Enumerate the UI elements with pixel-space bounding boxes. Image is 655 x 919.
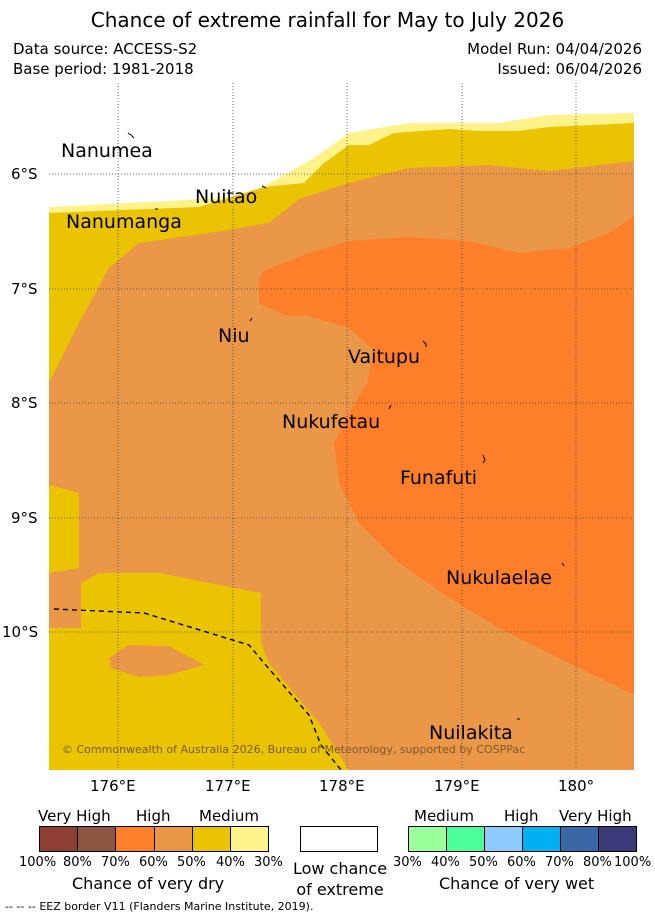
eez-footer-note: -- -- -- EEZ border V11 (Flanders Marine… (5, 900, 313, 913)
dry-swatch-50-40 (192, 827, 231, 851)
wet-colorbar (408, 826, 637, 852)
eez-dash-sample: -- -- -- (5, 900, 36, 913)
lat-label-8s: 8°S (11, 394, 38, 412)
wet-level-high: High (504, 807, 539, 825)
lon-label-176e: 176°E (90, 777, 136, 795)
dry-tick-100: 100% (19, 855, 57, 870)
wet-tick-80: 80% (583, 855, 612, 870)
dry-tick-40: 40% (216, 855, 245, 870)
dry-swatch-80-70 (78, 827, 117, 851)
high-dry-orange-region (259, 216, 634, 695)
island-shapes (127, 132, 565, 720)
wet-tick-50: 50% (469, 855, 498, 870)
wet-tick-70: 70% (545, 855, 574, 870)
high-dry-patch (109, 645, 204, 677)
dry-tick-60: 60% (139, 855, 168, 870)
dry-level-very-high: Very High (38, 807, 111, 825)
dry-swatch-70-60 (116, 827, 155, 851)
wet-level-medium: Medium (414, 807, 474, 825)
low-chance-swatch (300, 826, 378, 852)
wet-tick-60: 60% (507, 855, 536, 870)
dry-tick-30: 30% (254, 855, 283, 870)
copyright-notice: © Commonwealth of Australia 2026, Bureau… (62, 743, 526, 756)
lat-label-10s: 10°S (2, 623, 39, 641)
wet-level-very-high: Very High (559, 807, 632, 825)
low-chance-label-2: of extreme (296, 880, 384, 899)
lon-label-180: 180° (558, 777, 595, 795)
island-label-nuilakita: Nuilakita (429, 722, 513, 744)
dry-legend-label: Chance of very dry (72, 874, 225, 893)
dry-tick-70: 70% (101, 855, 130, 870)
map-title: Chance of extreme rainfall for May to Ju… (90, 8, 565, 32)
lat-label-7s: 7°S (11, 280, 38, 298)
island-label-nukufetau: Nukufetau (282, 411, 381, 433)
wet-legend-label: Chance of very wet (439, 874, 595, 893)
island-label-nanumea: Nanumea (61, 140, 153, 162)
model-run: Model Run: 04/04/2026 (467, 40, 642, 58)
dry-swatch-100-80 (40, 827, 79, 851)
lon-label-179e: 179°E (434, 777, 480, 795)
lon-label-178e: 178°E (319, 777, 365, 795)
island-label-niu: Niu (218, 325, 250, 347)
lat-label-6s: 6°S (11, 165, 38, 183)
lat-label-9s: 9°S (11, 509, 38, 527)
medium-dry-patch (49, 485, 79, 573)
wet-tick-100: 100% (614, 855, 652, 870)
low-chance-label-1: Low chance (292, 859, 388, 878)
island-label-nanumanga: Nanumanga (66, 211, 182, 233)
map-area (49, 83, 634, 770)
island-label-nuitao: Nuitao (195, 186, 258, 208)
eez-border (53, 608, 342, 770)
dry-tick-80: 80% (63, 855, 92, 870)
wet-tick-30: 30% (393, 855, 422, 870)
eez-footer-text: EEZ border V11 (Flanders Marine Institut… (39, 900, 314, 913)
wet-tick-40: 40% (431, 855, 460, 870)
dry-level-high: High (136, 807, 171, 825)
base-period: Base period: 1981-2018 (13, 60, 194, 78)
dry-swatch-60-50 (154, 827, 193, 851)
dry-swatch-40-30 (230, 827, 269, 851)
wet-swatch-70-80 (561, 827, 599, 851)
issued-date: Issued: 06/04/2026 (497, 60, 642, 78)
wet-swatch-50-60 (485, 827, 523, 851)
island-label-nukulaelae: Nukulaelae (446, 567, 552, 589)
wet-swatch-60-70 (523, 827, 561, 851)
wet-swatch-40-50 (447, 827, 485, 851)
dry-colorbar (39, 826, 269, 852)
dry-tick-50: 50% (177, 855, 206, 870)
dry-level-medium: Medium (199, 807, 259, 825)
island-label-vaitupu: Vaitupu (348, 346, 421, 368)
graticule (49, 83, 634, 770)
map-canvas (49, 83, 634, 770)
lon-label-177e: 177°E (205, 777, 251, 795)
data-source: Data source: ACCESS-S2 (13, 40, 198, 58)
wet-swatch-80-100 (599, 827, 636, 851)
wet-swatch-30-40 (409, 827, 447, 851)
island-label-funafuti: Funafuti (400, 467, 478, 489)
